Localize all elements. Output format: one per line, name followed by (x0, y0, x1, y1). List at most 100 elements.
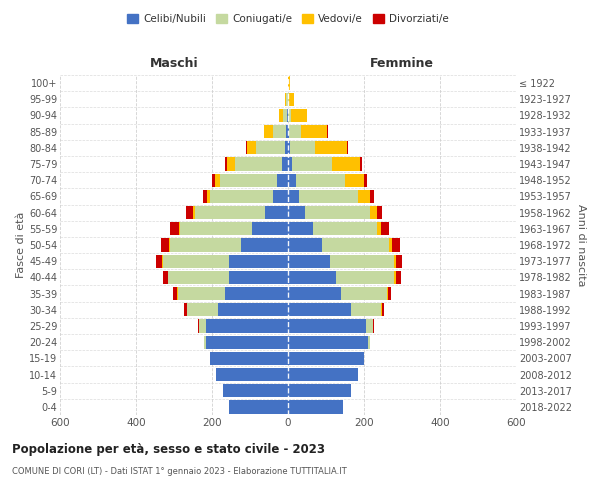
Bar (178, 287, 226, 300)
Bar (252, 222, 288, 235)
Bar (370, 190, 373, 203)
Bar (288, 400, 343, 413)
Bar (184, 303, 187, 316)
Bar (156, 254, 162, 268)
Bar (397, 254, 402, 268)
Bar (206, 336, 288, 349)
Bar (345, 174, 364, 187)
Bar (394, 270, 396, 284)
Bar (377, 222, 381, 235)
Bar (288, 206, 305, 220)
Bar (366, 320, 373, 332)
Bar (283, 109, 287, 122)
Bar (382, 303, 384, 316)
Bar (288, 76, 290, 90)
Bar (273, 190, 288, 203)
Bar (162, 254, 163, 268)
Bar (296, 174, 345, 187)
Bar (167, 270, 168, 284)
Bar (210, 352, 288, 365)
Bar (286, 92, 287, 106)
Bar (173, 287, 177, 300)
Bar (187, 303, 218, 316)
Bar (180, 222, 252, 235)
Text: Femmine: Femmine (370, 57, 434, 70)
Bar (229, 270, 288, 284)
Text: COMUNE DI CORI (LT) - Dati ISTAT 1° gennaio 2023 - Elaborazione TUTTITALIA.IT: COMUNE DI CORI (LT) - Dati ISTAT 1° genn… (12, 468, 347, 476)
Text: Maschi: Maschi (149, 57, 199, 70)
Bar (212, 174, 215, 187)
Bar (322, 238, 389, 252)
Bar (256, 141, 285, 154)
Bar (289, 109, 292, 122)
Bar (226, 158, 227, 170)
Bar (368, 336, 370, 349)
Bar (229, 254, 288, 268)
Bar (358, 190, 370, 203)
Bar (186, 206, 193, 220)
Bar (216, 368, 288, 381)
Bar (179, 222, 180, 235)
Bar (265, 206, 288, 220)
Bar (207, 190, 210, 203)
Bar (288, 320, 366, 332)
Legend: Celibi/Nubili, Coniugati/e, Vedovi/e, Divorziati/e: Celibi/Nubili, Coniugati/e, Vedovi/e, Di… (123, 10, 453, 29)
Bar (163, 270, 167, 284)
Bar (350, 303, 381, 316)
Bar (286, 125, 288, 138)
Bar (292, 109, 307, 122)
Bar (199, 320, 206, 332)
Bar (330, 254, 394, 268)
Bar (169, 238, 170, 252)
Bar (305, 206, 370, 220)
Bar (288, 254, 330, 268)
Bar (168, 270, 229, 284)
Bar (332, 158, 360, 170)
Bar (220, 174, 277, 187)
Bar (226, 287, 288, 300)
Bar (161, 238, 169, 252)
Bar (288, 368, 358, 381)
Bar (288, 270, 335, 284)
Bar (283, 158, 288, 170)
Bar (218, 303, 288, 316)
Bar (247, 141, 256, 154)
Y-axis label: Fasce di età: Fasce di età (16, 212, 26, 278)
Bar (397, 270, 401, 284)
Bar (288, 92, 289, 106)
Bar (388, 287, 391, 300)
Bar (288, 303, 350, 316)
Y-axis label: Anni di nascita: Anni di nascita (575, 204, 586, 286)
Bar (288, 336, 368, 349)
Bar (370, 206, 377, 220)
Bar (288, 238, 322, 252)
Bar (335, 270, 394, 284)
Bar (314, 141, 347, 154)
Bar (198, 320, 199, 332)
Bar (364, 174, 367, 187)
Bar (288, 384, 350, 398)
Bar (163, 254, 229, 268)
Bar (277, 174, 288, 187)
Bar (288, 190, 299, 203)
Bar (193, 206, 195, 220)
Text: Popolazione per età, sesso e stato civile - 2023: Popolazione per età, sesso e stato civil… (12, 442, 325, 456)
Bar (206, 320, 288, 332)
Bar (394, 254, 396, 268)
Bar (360, 158, 362, 170)
Bar (288, 141, 290, 154)
Bar (227, 158, 235, 170)
Bar (299, 190, 358, 203)
Bar (313, 222, 377, 235)
Bar (235, 158, 283, 170)
Bar (273, 125, 286, 138)
Bar (288, 222, 313, 235)
Bar (279, 109, 283, 122)
Bar (301, 125, 327, 138)
Bar (170, 238, 241, 252)
Bar (288, 174, 296, 187)
Bar (246, 141, 247, 154)
Bar (341, 287, 387, 300)
Bar (287, 109, 288, 122)
Bar (288, 287, 341, 300)
